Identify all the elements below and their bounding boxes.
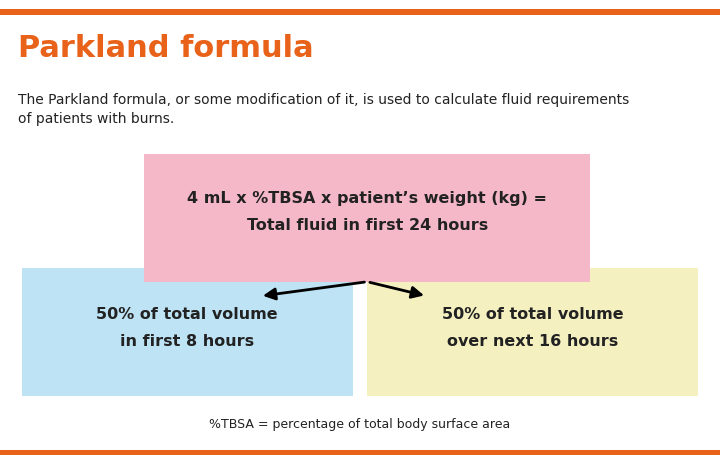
FancyBboxPatch shape xyxy=(0,10,720,16)
FancyBboxPatch shape xyxy=(144,155,590,282)
Text: of patients with burns.: of patients with burns. xyxy=(18,111,174,126)
Text: Total fluid in first 24 hours: Total fluid in first 24 hours xyxy=(246,218,488,233)
Text: 50% of total volume: 50% of total volume xyxy=(96,307,278,321)
Text: in first 8 hours: in first 8 hours xyxy=(120,334,254,349)
FancyBboxPatch shape xyxy=(0,450,720,455)
FancyBboxPatch shape xyxy=(367,268,698,396)
Text: The Parkland formula, or some modification of it, is used to calculate fluid req: The Parkland formula, or some modificati… xyxy=(18,93,629,107)
Text: 50% of total volume: 50% of total volume xyxy=(442,307,624,321)
Text: Parkland formula: Parkland formula xyxy=(18,34,314,63)
Text: over next 16 hours: over next 16 hours xyxy=(447,334,618,349)
FancyBboxPatch shape xyxy=(22,268,353,396)
Text: %TBSA = percentage of total body surface area: %TBSA = percentage of total body surface… xyxy=(210,417,510,430)
Text: 4 mL x %TBSA x patient’s weight (kg) =: 4 mL x %TBSA x patient’s weight (kg) = xyxy=(187,191,547,205)
